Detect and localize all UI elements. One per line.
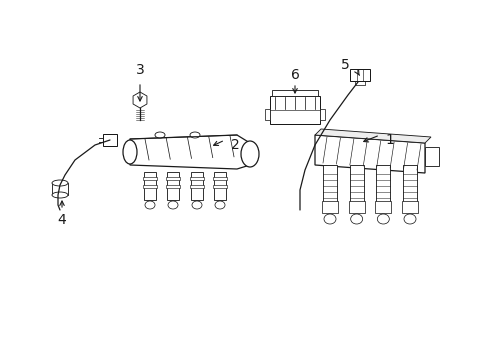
Polygon shape [130,135,249,169]
Bar [401,201,417,213]
Ellipse shape [123,140,137,164]
Ellipse shape [190,132,200,138]
Bar [376,165,389,203]
Bar [348,201,364,213]
Ellipse shape [241,141,259,167]
Bar [52,183,68,195]
Ellipse shape [403,214,415,224]
Bar [103,134,117,146]
Ellipse shape [377,214,388,224]
Text: 6: 6 [290,68,299,82]
Bar [424,147,438,166]
Bar [349,165,363,203]
Ellipse shape [324,214,335,224]
Bar [191,172,203,200]
Bar [165,177,180,180]
Bar [143,172,156,200]
Ellipse shape [52,180,68,186]
Bar [167,172,179,200]
Bar [271,90,317,96]
Bar [319,109,325,120]
Polygon shape [314,129,430,143]
Ellipse shape [145,201,155,209]
Bar [323,165,336,203]
Bar [190,177,203,180]
Bar [213,177,226,180]
Ellipse shape [52,192,68,198]
Ellipse shape [350,214,362,224]
Bar [142,177,157,180]
Bar [165,185,180,188]
Bar [375,201,390,213]
Ellipse shape [155,132,164,138]
Text: 1: 1 [385,133,394,147]
Bar [269,96,319,124]
Bar [402,165,416,203]
Bar [190,185,203,188]
Ellipse shape [168,201,178,209]
Ellipse shape [192,201,202,209]
Text: 5: 5 [340,58,348,72]
Bar [213,185,226,188]
Bar [214,172,225,200]
Bar [321,201,337,213]
Bar [142,185,157,188]
Bar [264,109,269,120]
Text: 2: 2 [230,138,239,152]
Polygon shape [314,135,424,173]
Text: 4: 4 [58,213,66,227]
FancyBboxPatch shape [349,69,369,81]
Text: 3: 3 [135,63,144,77]
Ellipse shape [215,201,224,209]
